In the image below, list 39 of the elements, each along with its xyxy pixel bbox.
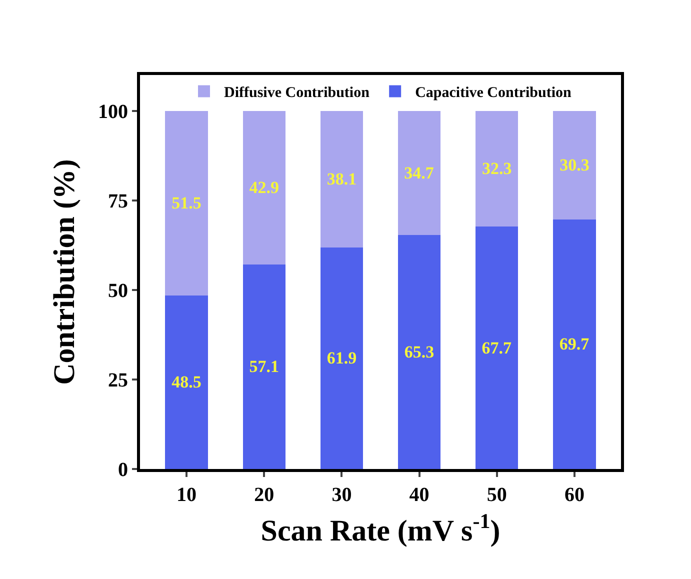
data-label: 34.7 bbox=[404, 163, 434, 182]
legend-label: Diffusive Contribution bbox=[224, 85, 370, 102]
bar bbox=[165, 295, 208, 469]
x-tick-label: 50 bbox=[486, 484, 507, 506]
data-label: 38.1 bbox=[326, 170, 357, 189]
data-label: 57.1 bbox=[249, 357, 279, 376]
y-tick-label: 25 bbox=[108, 369, 128, 392]
data-label: 42.9 bbox=[249, 178, 279, 198]
data-label: 30.3 bbox=[560, 156, 590, 175]
x-tick-label: 10 bbox=[176, 484, 197, 506]
y-tick-label: 75 bbox=[108, 190, 128, 212]
legend-label: Capacitive Contribution bbox=[415, 85, 572, 102]
bar bbox=[320, 247, 364, 469]
x-tick-label: 60 bbox=[564, 484, 584, 506]
data-label: 32.3 bbox=[482, 159, 512, 178]
bar bbox=[553, 219, 596, 469]
bar bbox=[242, 110, 286, 264]
y-tick-label: 50 bbox=[108, 280, 128, 302]
x-axis-title: Scan Rate (mV s$^{-1}$) bbox=[260, 508, 500, 548]
bar bbox=[165, 110, 208, 296]
data-label: 61.9 bbox=[326, 348, 357, 368]
bar bbox=[553, 110, 596, 220]
bar bbox=[320, 110, 364, 248]
bar bbox=[476, 226, 518, 469]
data-label: 67.7 bbox=[482, 338, 512, 358]
x-tick-label: 20 bbox=[254, 484, 274, 506]
bar bbox=[398, 235, 441, 469]
bar bbox=[398, 110, 441, 236]
data-label: 51.5 bbox=[172, 194, 202, 213]
data-label: 48.5 bbox=[172, 372, 202, 392]
y-tick-label: 0 bbox=[118, 459, 128, 481]
data-label: 65.3 bbox=[404, 342, 434, 362]
y-tick-label: 100 bbox=[98, 100, 128, 123]
bar bbox=[242, 264, 286, 469]
y-axis-title: Contribution (%) bbox=[48, 159, 81, 385]
x-tick-label: 30 bbox=[332, 484, 352, 506]
x-tick-label: 40 bbox=[409, 484, 430, 506]
bar bbox=[476, 110, 518, 227]
data-label: 69.7 bbox=[559, 334, 590, 354]
